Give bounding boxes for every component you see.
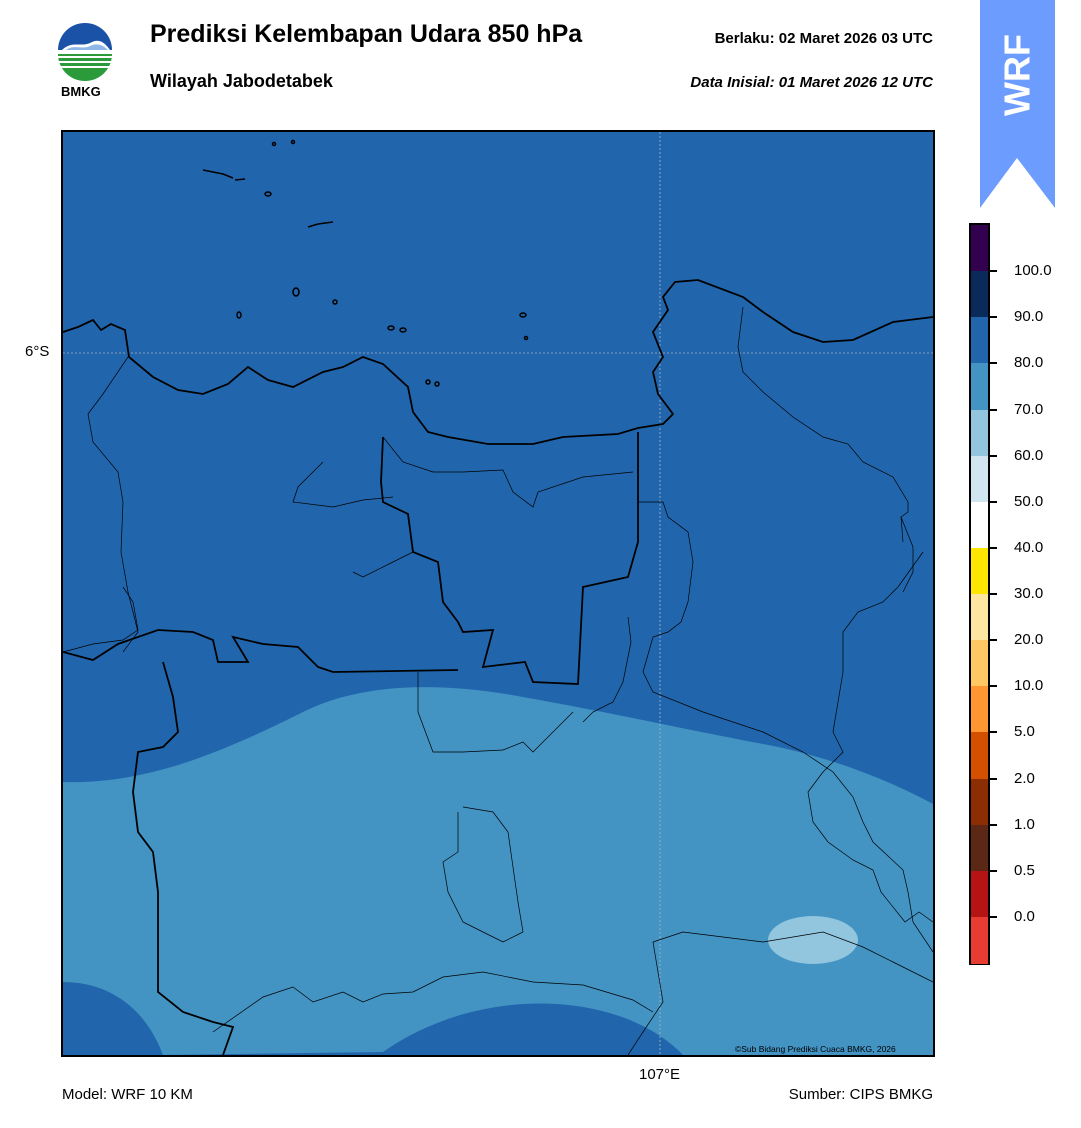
- humidity-map: [61, 130, 935, 1057]
- colorbar-tick: [990, 685, 997, 688]
- colorbar-tick: [990, 593, 997, 595]
- latitude-label: 6°S: [25, 343, 50, 360]
- colorbar-tick-label: 1.0: [1014, 815, 1035, 833]
- copyright-text: ©Sub Bidang Prediksi Cuaca BMKG, 2026: [735, 1044, 896, 1054]
- colorbar-tick: [990, 362, 997, 365]
- regency-boundaries: [63, 306, 933, 1055]
- colorbar-tick: [990, 270, 997, 273]
- colorbar-tick: [990, 454, 997, 457]
- colorbar-segment: [971, 778, 988, 826]
- colorbar-tick-label: 20.0: [1014, 631, 1044, 649]
- model-label: Model: WRF 10 KM: [62, 1086, 193, 1103]
- colorbar-tick: [990, 639, 997, 642]
- colorbar-tick-label: 0.0: [1014, 907, 1035, 925]
- longitude-label: 107°E: [639, 1066, 681, 1083]
- colorbar-tick-label: 100.0: [1014, 262, 1052, 280]
- colorbar-segment: [971, 271, 988, 318]
- colorbar-tick-label: 90.0: [1014, 308, 1044, 326]
- colorbar-tick-label: 50.0: [1014, 492, 1044, 510]
- bmkg-logo: [52, 20, 118, 87]
- colorbar-tick-label: 10.0: [1014, 677, 1044, 695]
- colorbar-tick: [990, 316, 997, 319]
- colorbar: [969, 223, 990, 965]
- colorbar-segment: [971, 501, 988, 549]
- jakarta-boundary: [380, 432, 639, 685]
- map-subtitle: Wilayah Jabodetabek: [150, 71, 333, 91]
- colorbar-tick-label: 5.0: [1014, 723, 1035, 741]
- colorbar-segment: [971, 317, 988, 364]
- colorbar-segment: [971, 547, 988, 595]
- humidity-band-60-70: [768, 916, 858, 964]
- logo-text: BMKG: [61, 84, 101, 99]
- humidity-band-70-80: [63, 687, 933, 1055]
- colorbar-segment: [971, 870, 988, 918]
- colorbar-segment: [971, 916, 988, 964]
- wrf-badge: WRF: [980, 0, 1055, 210]
- colorbar-segment: [971, 640, 988, 687]
- colorbar-tick: [990, 777, 997, 780]
- colorbar-segment: [971, 732, 988, 779]
- map-title: Prediksi Kelembapan Udara 850 hPa: [150, 20, 583, 48]
- wrf-badge-text: WRF: [996, 34, 1038, 116]
- coastline: [63, 279, 933, 445]
- colorbar-segment: [971, 594, 988, 641]
- colorbar-tick-label: 60.0: [1014, 446, 1044, 464]
- colorbar-segment: [971, 409, 988, 457]
- colorbar-segment: [971, 225, 988, 272]
- colorbar-tick: [990, 731, 997, 734]
- map-canvas: [63, 132, 933, 1055]
- colorbar-tick-label: 2.0: [1014, 769, 1035, 787]
- colorbar-tick: [990, 869, 997, 872]
- colorbar-tick: [990, 408, 997, 411]
- colorbar-tick: [990, 546, 997, 549]
- colorbar-tick: [990, 823, 997, 826]
- west-province-boundary: [132, 661, 235, 1055]
- colorbar-segment: [971, 824, 988, 872]
- colorbar-tick-label: 70.0: [1014, 400, 1044, 418]
- thousand-islands: [202, 139, 529, 387]
- source-label: Sumber: CIPS BMKG: [788, 1086, 933, 1103]
- colorbar-segment: [971, 363, 988, 410]
- colorbar-tick: [990, 500, 997, 503]
- colorbar-tick-label: 0.5: [1014, 861, 1035, 879]
- banten-boundary: [63, 629, 459, 673]
- colorbar-tick: [990, 915, 997, 918]
- colorbar-segment: [971, 686, 988, 733]
- colorbar-tick-label: 40.0: [1014, 538, 1044, 556]
- valid-time: Berlaku: 02 Maret 2026 03 UTC: [714, 30, 933, 47]
- colorbar-segment: [971, 455, 988, 503]
- colorbar-tick-label: 30.0: [1014, 585, 1044, 602]
- colorbar-tick-label: 80.0: [1014, 354, 1044, 372]
- initial-time: Data Inisial: 01 Maret 2026 12 UTC: [690, 74, 933, 91]
